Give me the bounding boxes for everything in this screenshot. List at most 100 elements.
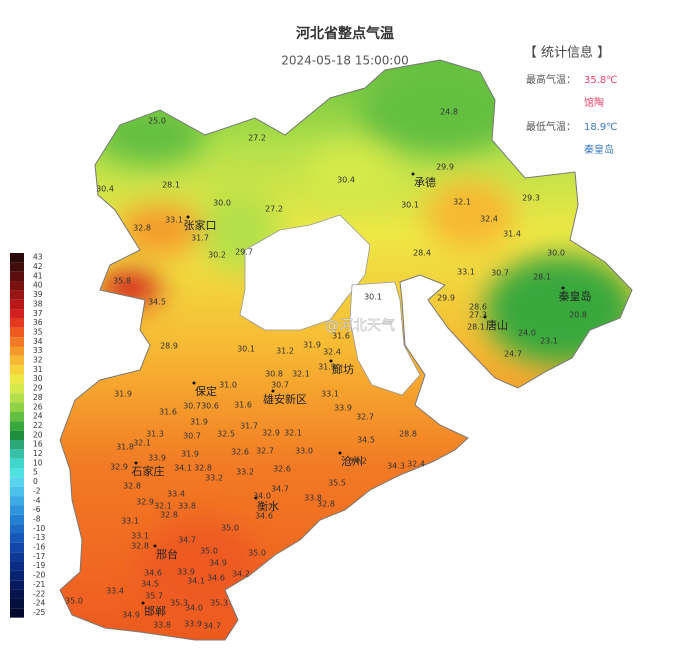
legend-label: -20 — [33, 571, 45, 580]
station-reading: 34.2 — [349, 457, 367, 466]
station-reading: 32.5 — [217, 430, 235, 439]
legend-swatch — [10, 449, 24, 459]
city-name: 廊坊 — [332, 362, 354, 376]
stats-heading: 【 统计信息 】 — [524, 45, 610, 61]
station-reading: 32.8 — [160, 511, 178, 520]
station-reading: 34.7 — [178, 536, 196, 545]
station-reading: 24.8 — [440, 108, 458, 117]
legend-label: 10 — [33, 458, 43, 467]
stats-min-value: 18.9℃ — [584, 122, 618, 133]
legend-label: 31 — [33, 365, 43, 374]
station-reading: 31.9 — [303, 341, 321, 350]
station-reading: 31.4 — [503, 230, 521, 239]
station-reading: 34.2 — [232, 570, 250, 579]
legend-swatch — [10, 411, 24, 422]
city-name: 保定 — [195, 384, 217, 398]
legend-label: 38 — [33, 299, 43, 308]
legend-swatch — [10, 608, 24, 618]
legend-label: 30 — [33, 374, 43, 383]
legend-label: -8 — [33, 514, 41, 523]
station-reading: 33.8 — [153, 621, 171, 630]
station-reading: 33.1 — [321, 390, 339, 399]
city-dot — [483, 315, 487, 319]
legend-label: -13 — [33, 533, 45, 542]
station-reading: 32.1 — [133, 439, 151, 448]
station-reading: 32.7 — [356, 413, 374, 422]
city-name: 秦皇岛 — [559, 289, 592, 303]
station-reading: 28.4 — [413, 249, 431, 258]
legend-swatch — [10, 468, 24, 478]
station-reading: 34.5 — [141, 580, 159, 589]
station-reading: 31.9 — [181, 450, 199, 459]
legend-label: -2 — [33, 486, 41, 495]
legend-label: -22 — [33, 589, 45, 598]
city-dot — [186, 215, 190, 219]
station-reading: 31.0 — [219, 381, 237, 390]
station-reading: 34.9 — [209, 559, 227, 568]
legend-swatch — [10, 570, 24, 581]
station-reading: 30.0 — [547, 249, 565, 258]
station-reading: 34.6 — [255, 512, 273, 521]
legend-label: -6 — [33, 505, 41, 514]
station-reading: 30.0 — [213, 199, 231, 208]
legend-swatch — [10, 552, 24, 562]
station-reading: 30.7 — [271, 381, 289, 390]
legend-swatch — [10, 542, 24, 553]
legend-swatch — [10, 299, 24, 310]
legend-label: 35 — [33, 327, 43, 336]
city-dot — [134, 461, 138, 465]
station-reading: 31.8 — [116, 443, 134, 452]
city-dot — [329, 359, 333, 363]
stats-min-label: 最低气温： — [526, 120, 576, 133]
station-reading: 33.9 — [334, 404, 352, 413]
legend-label: 20 — [33, 430, 43, 439]
legend-swatch — [10, 524, 24, 534]
legend-label: 26 — [33, 402, 43, 411]
stations: 25.0 27.2 24.8 28.1 30.4 29.9 30.4 30.0 30.1 32.1… — [65, 108, 587, 631]
station-reading: 34.0 — [185, 604, 203, 613]
station-reading: 28.6 — [469, 303, 487, 312]
station-reading: 34.0 — [253, 492, 271, 501]
legend-swatch — [10, 374, 24, 384]
station-reading: 29.3 — [522, 194, 540, 203]
station-reading: 32.1 — [292, 370, 310, 379]
legend-label: -25 — [33, 608, 45, 617]
legend-swatch — [10, 533, 24, 543]
station-reading: 35.5 — [328, 479, 346, 488]
legend-swatch — [10, 253, 24, 263]
station-reading: 32.7 — [256, 447, 274, 456]
station-reading: 32.8 — [133, 224, 151, 233]
city-dot — [153, 544, 157, 548]
legend-swatch — [10, 402, 24, 412]
station-reading: 29.7 — [235, 248, 253, 257]
city-dot — [338, 451, 342, 455]
station-reading: 33.9 — [177, 568, 195, 577]
legend-swatch — [10, 346, 24, 356]
subtitle: 2024-05-18 15:00:00 — [281, 54, 408, 68]
station-reading: 28.1 — [162, 181, 180, 190]
legend-swatch — [10, 318, 24, 328]
station-reading: 30.1 — [401, 201, 419, 210]
legend-swatch — [10, 327, 24, 338]
city-name: 邯郸 — [144, 604, 166, 618]
station-reading: 32.4 — [407, 460, 425, 469]
legend-label: 42 — [33, 262, 43, 271]
station-reading: 31.9 — [190, 418, 208, 427]
legend-label: 39 — [33, 290, 43, 299]
station-reading: 23.1 — [540, 337, 558, 346]
city-name: 石家庄 — [132, 464, 165, 478]
station-reading: 31.6 — [332, 332, 350, 341]
station-reading: 33.9 — [184, 620, 202, 629]
station-reading: 35.0 — [221, 524, 239, 533]
legend-swatch — [10, 383, 24, 394]
legend-label: 22 — [33, 421, 43, 430]
station-reading: 35.7 — [145, 592, 163, 601]
legend-label: 29 — [33, 384, 43, 393]
station-reading: 34.1 — [187, 577, 205, 586]
station-reading: 35.0 — [248, 549, 266, 558]
legend-label: 0 — [33, 477, 38, 486]
station-reading: 32.6 — [231, 448, 249, 457]
station-reading: 30.4 — [96, 185, 114, 194]
station-reading: 31.9 — [318, 363, 336, 372]
